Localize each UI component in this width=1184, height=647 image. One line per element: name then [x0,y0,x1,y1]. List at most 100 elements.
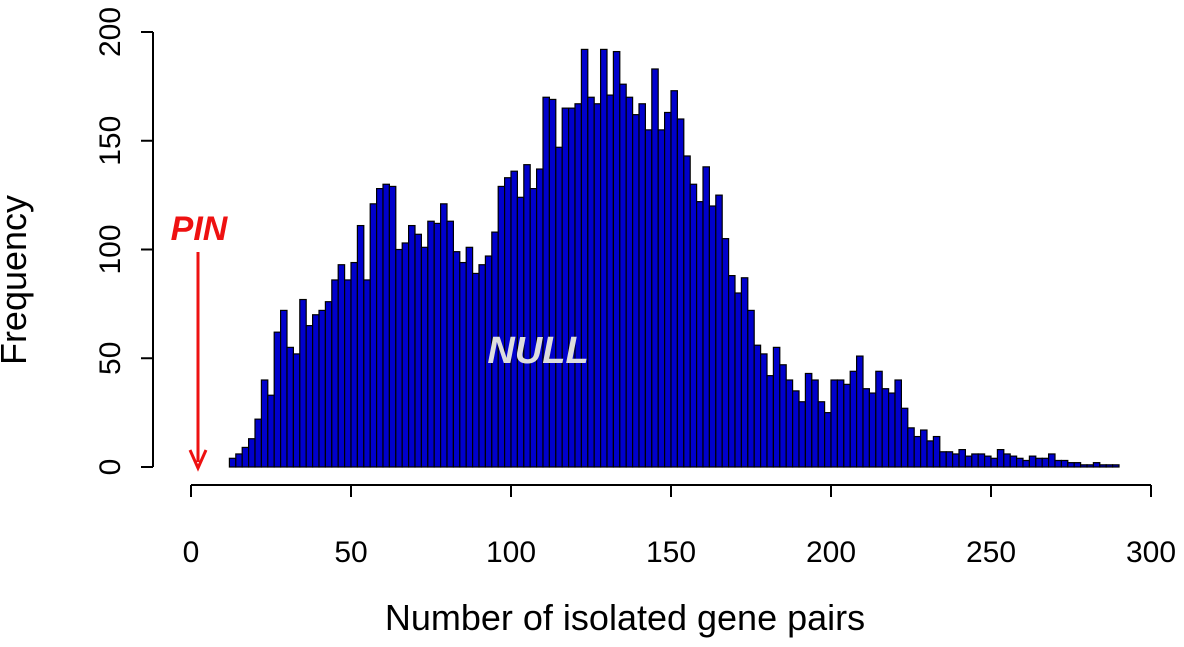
bar [260,379,269,468]
bar [433,222,442,468]
bar [523,164,531,468]
bar [811,379,819,468]
bar [254,418,263,468]
bar [1073,462,1082,468]
bar [248,438,256,468]
x-axis-title: Number of isolated gene pairs [385,597,865,638]
bar [727,275,736,468]
bar [715,194,723,468]
bar [1092,462,1101,468]
bar [420,246,429,468]
bar [459,261,467,468]
bar [312,314,320,468]
annotation-arrow-head [188,449,208,472]
bar [849,370,858,468]
bar [1079,464,1088,468]
bar [567,107,576,468]
bar [702,166,711,468]
bar [926,440,935,468]
bar [868,392,877,468]
bar [292,353,301,468]
bar [369,203,378,468]
bar [395,248,403,468]
bar [830,379,839,468]
bar [1111,464,1120,468]
bar [542,96,551,468]
x-tick-label: 300 [1126,536,1176,569]
bar [785,379,794,468]
bar [587,96,595,468]
y-tick-label: 200 [94,7,127,57]
bar [958,449,967,468]
x-tick-label: 100 [486,536,536,569]
bar [663,111,672,468]
bar [1099,464,1107,468]
bar [791,390,800,468]
bar [862,388,871,468]
y-axis-title: Frequency [0,195,34,365]
bar [1041,457,1050,468]
bar [900,407,909,468]
bar [612,50,621,468]
bar [753,344,762,468]
bar [932,435,941,468]
bar [535,168,544,468]
x-tick-label: 50 [334,536,367,569]
bar [1086,464,1095,468]
bar [331,279,339,468]
bar [606,94,615,468]
bar [446,220,455,468]
bar [964,455,973,468]
bar [465,246,474,468]
bar [798,401,807,468]
bar [599,48,608,468]
bar [510,170,519,468]
bar [734,292,743,468]
bar [1028,455,1037,468]
bar [945,451,954,468]
bar [440,203,448,468]
x-tick-label: 150 [646,536,696,569]
bar [529,188,538,468]
annotation: NULL [487,330,588,372]
bar [759,353,768,468]
bar [977,453,986,468]
x-tick-label: 0 [183,536,200,569]
bar [804,372,813,468]
bar [241,446,250,468]
bar [1067,462,1075,468]
bar [580,48,589,468]
bar [593,103,602,468]
bar [561,107,570,468]
bar [990,457,999,468]
bar [907,427,915,468]
y-tick-label: 100 [94,224,127,274]
bar [951,453,960,468]
bar [388,185,397,468]
bar [657,129,666,468]
bar [919,429,928,468]
bar [619,83,627,468]
bar [996,449,1005,468]
bar [683,155,691,468]
bar [676,118,685,468]
bar [779,364,787,468]
bar [504,177,512,468]
bar [548,98,557,468]
bar [472,272,480,468]
y-tick-label: 50 [94,342,127,375]
bar [318,309,327,468]
bar [1060,459,1069,468]
bar [478,264,487,468]
bar [894,379,903,468]
bar [939,451,947,468]
bar [1022,459,1031,468]
bar [913,435,922,468]
bar [638,103,647,468]
bar [427,220,435,468]
bar [1054,459,1063,468]
bar [408,224,416,468]
x-tick-label: 250 [966,536,1016,569]
bar [286,346,295,468]
